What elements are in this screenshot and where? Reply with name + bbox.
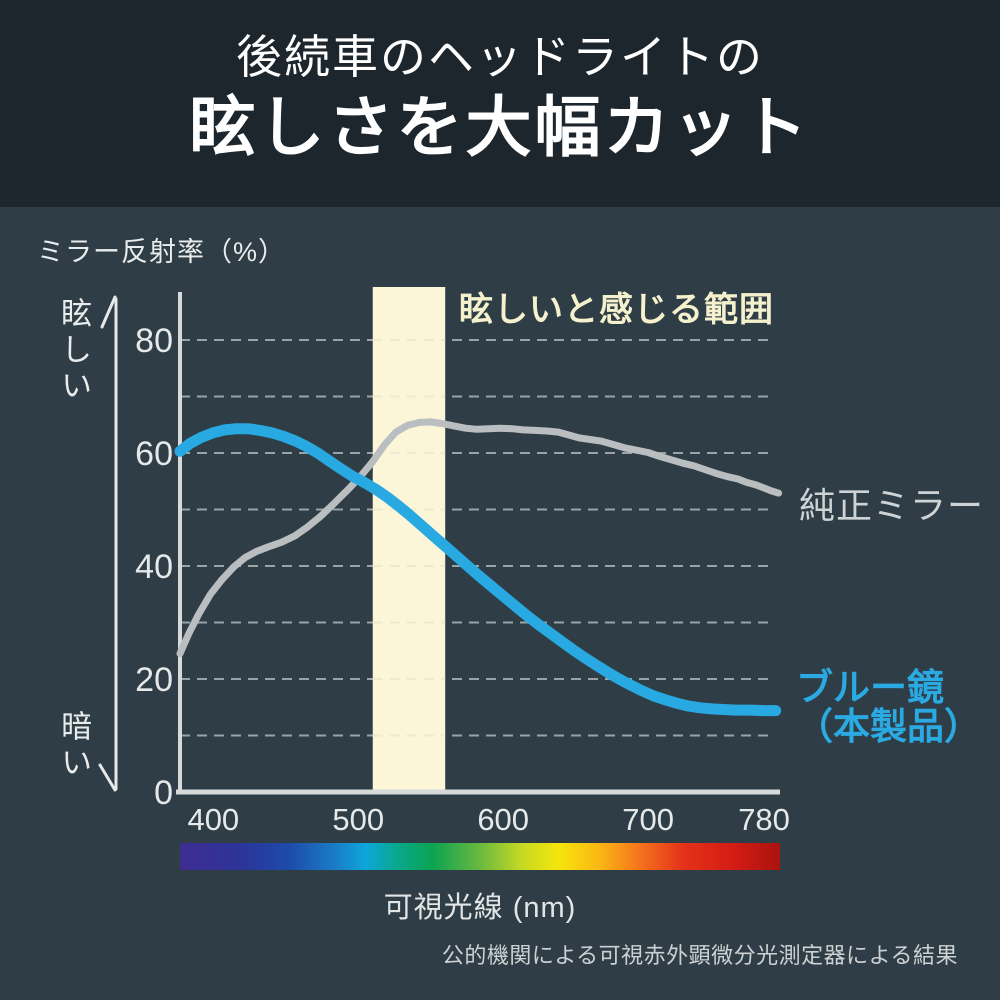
y-axis-dark-label: 暗い [56,710,92,782]
x-tick-label: 500 [332,802,384,837]
y-tick-label: 0 [154,774,173,812]
y-tick-label: 60 [135,435,173,473]
x-tick-label: 600 [477,802,529,837]
title-line-2: 眩しさを大幅カット [189,90,811,165]
x-axis-label: 可視光線 (nm) [383,892,577,924]
legend-blue-mirror-line2: （本製品） [796,706,981,747]
x-tick-label: 400 [187,802,239,837]
y-axis-title: ミラー反射率（%） [37,237,287,267]
legend-stock-mirror-label: 純正ミラー [799,485,985,526]
measurement-footnote: 公的機関による可視赤外顕微分光測定器による結果 [441,943,958,968]
header-banner: 後続車のヘッドライトの 眩しさを大幅カット [0,0,1000,207]
y-arrow-head-top [100,295,117,329]
curve-stock-mirror [176,418,783,658]
x-tick-label: 780 [738,802,790,837]
x-tick-label: 700 [622,802,674,837]
title-line-1: 後続車のヘッドライトの [236,31,764,83]
y-tick-label: 40 [135,548,173,586]
legend-blue-mirror-line1: ブルー鏡 [796,667,944,708]
legend-blue-mirror-label: ブルー鏡 （本製品） [796,668,981,746]
curve-blue-mirror [174,423,782,717]
y-tick-label: 20 [135,661,173,699]
spectrum-bar [180,843,780,870]
y-arrow-head-bottom [98,763,117,792]
y-axis-glare-label: 眩しい [56,297,92,405]
y-tick-label: 80 [135,322,173,360]
glare-band-label: 眩しいと感じる範囲 [459,291,774,329]
